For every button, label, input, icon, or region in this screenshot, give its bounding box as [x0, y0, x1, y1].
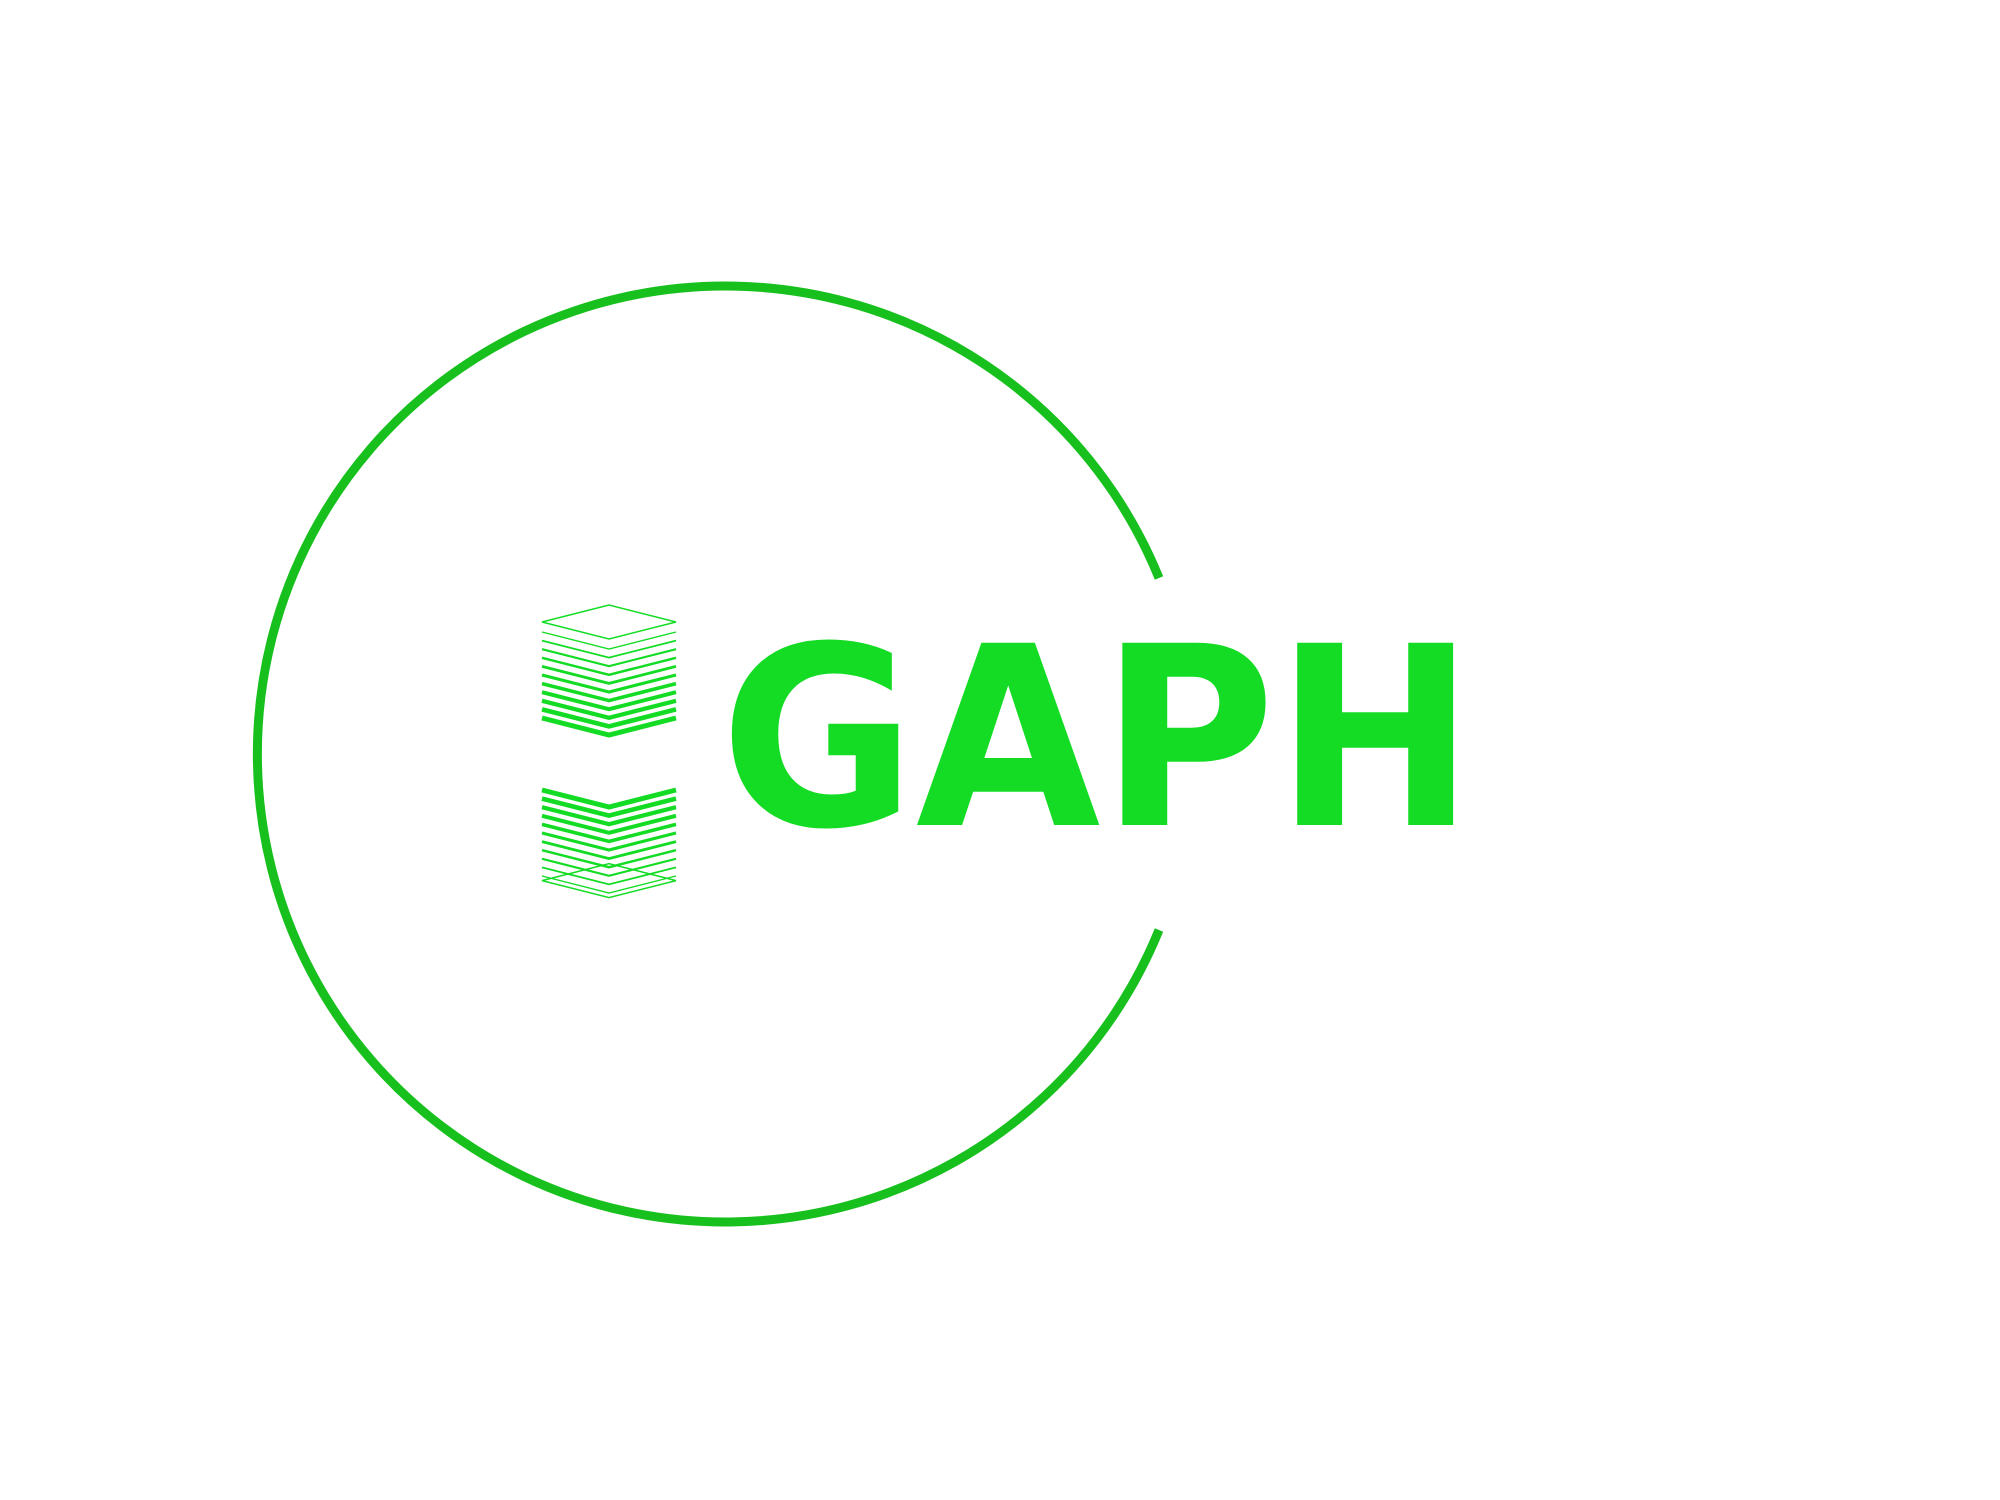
logo-wordmark: GAPH	[720, 593, 1475, 884]
layer-line	[541, 707, 677, 729]
layer-line	[541, 813, 677, 835]
layer-line	[541, 796, 677, 818]
stacked-layers-icon	[541, 604, 677, 738]
layer-line	[541, 715, 677, 738]
layer-line	[541, 639, 677, 659]
layer-line	[541, 631, 677, 650]
layer-line	[541, 849, 677, 869]
stacked-layers-icon	[541, 787, 677, 899]
layer-line	[541, 831, 677, 852]
layer-line	[541, 681, 677, 703]
layer-line	[541, 656, 677, 677]
logo-ring	[252, 281, 1164, 1227]
layer-line	[541, 840, 677, 861]
layer-line	[541, 857, 677, 877]
layer-line	[541, 822, 677, 844]
layer-line	[541, 698, 677, 721]
layer-line	[541, 673, 677, 694]
layer-cap	[541, 604, 677, 640]
layer-line	[541, 866, 677, 886]
layer-line	[541, 648, 677, 668]
layer-line	[541, 805, 677, 827]
layer-line	[541, 665, 677, 685]
layer-line	[541, 690, 677, 712]
layer-line	[541, 875, 677, 894]
layer-line	[541, 787, 677, 810]
